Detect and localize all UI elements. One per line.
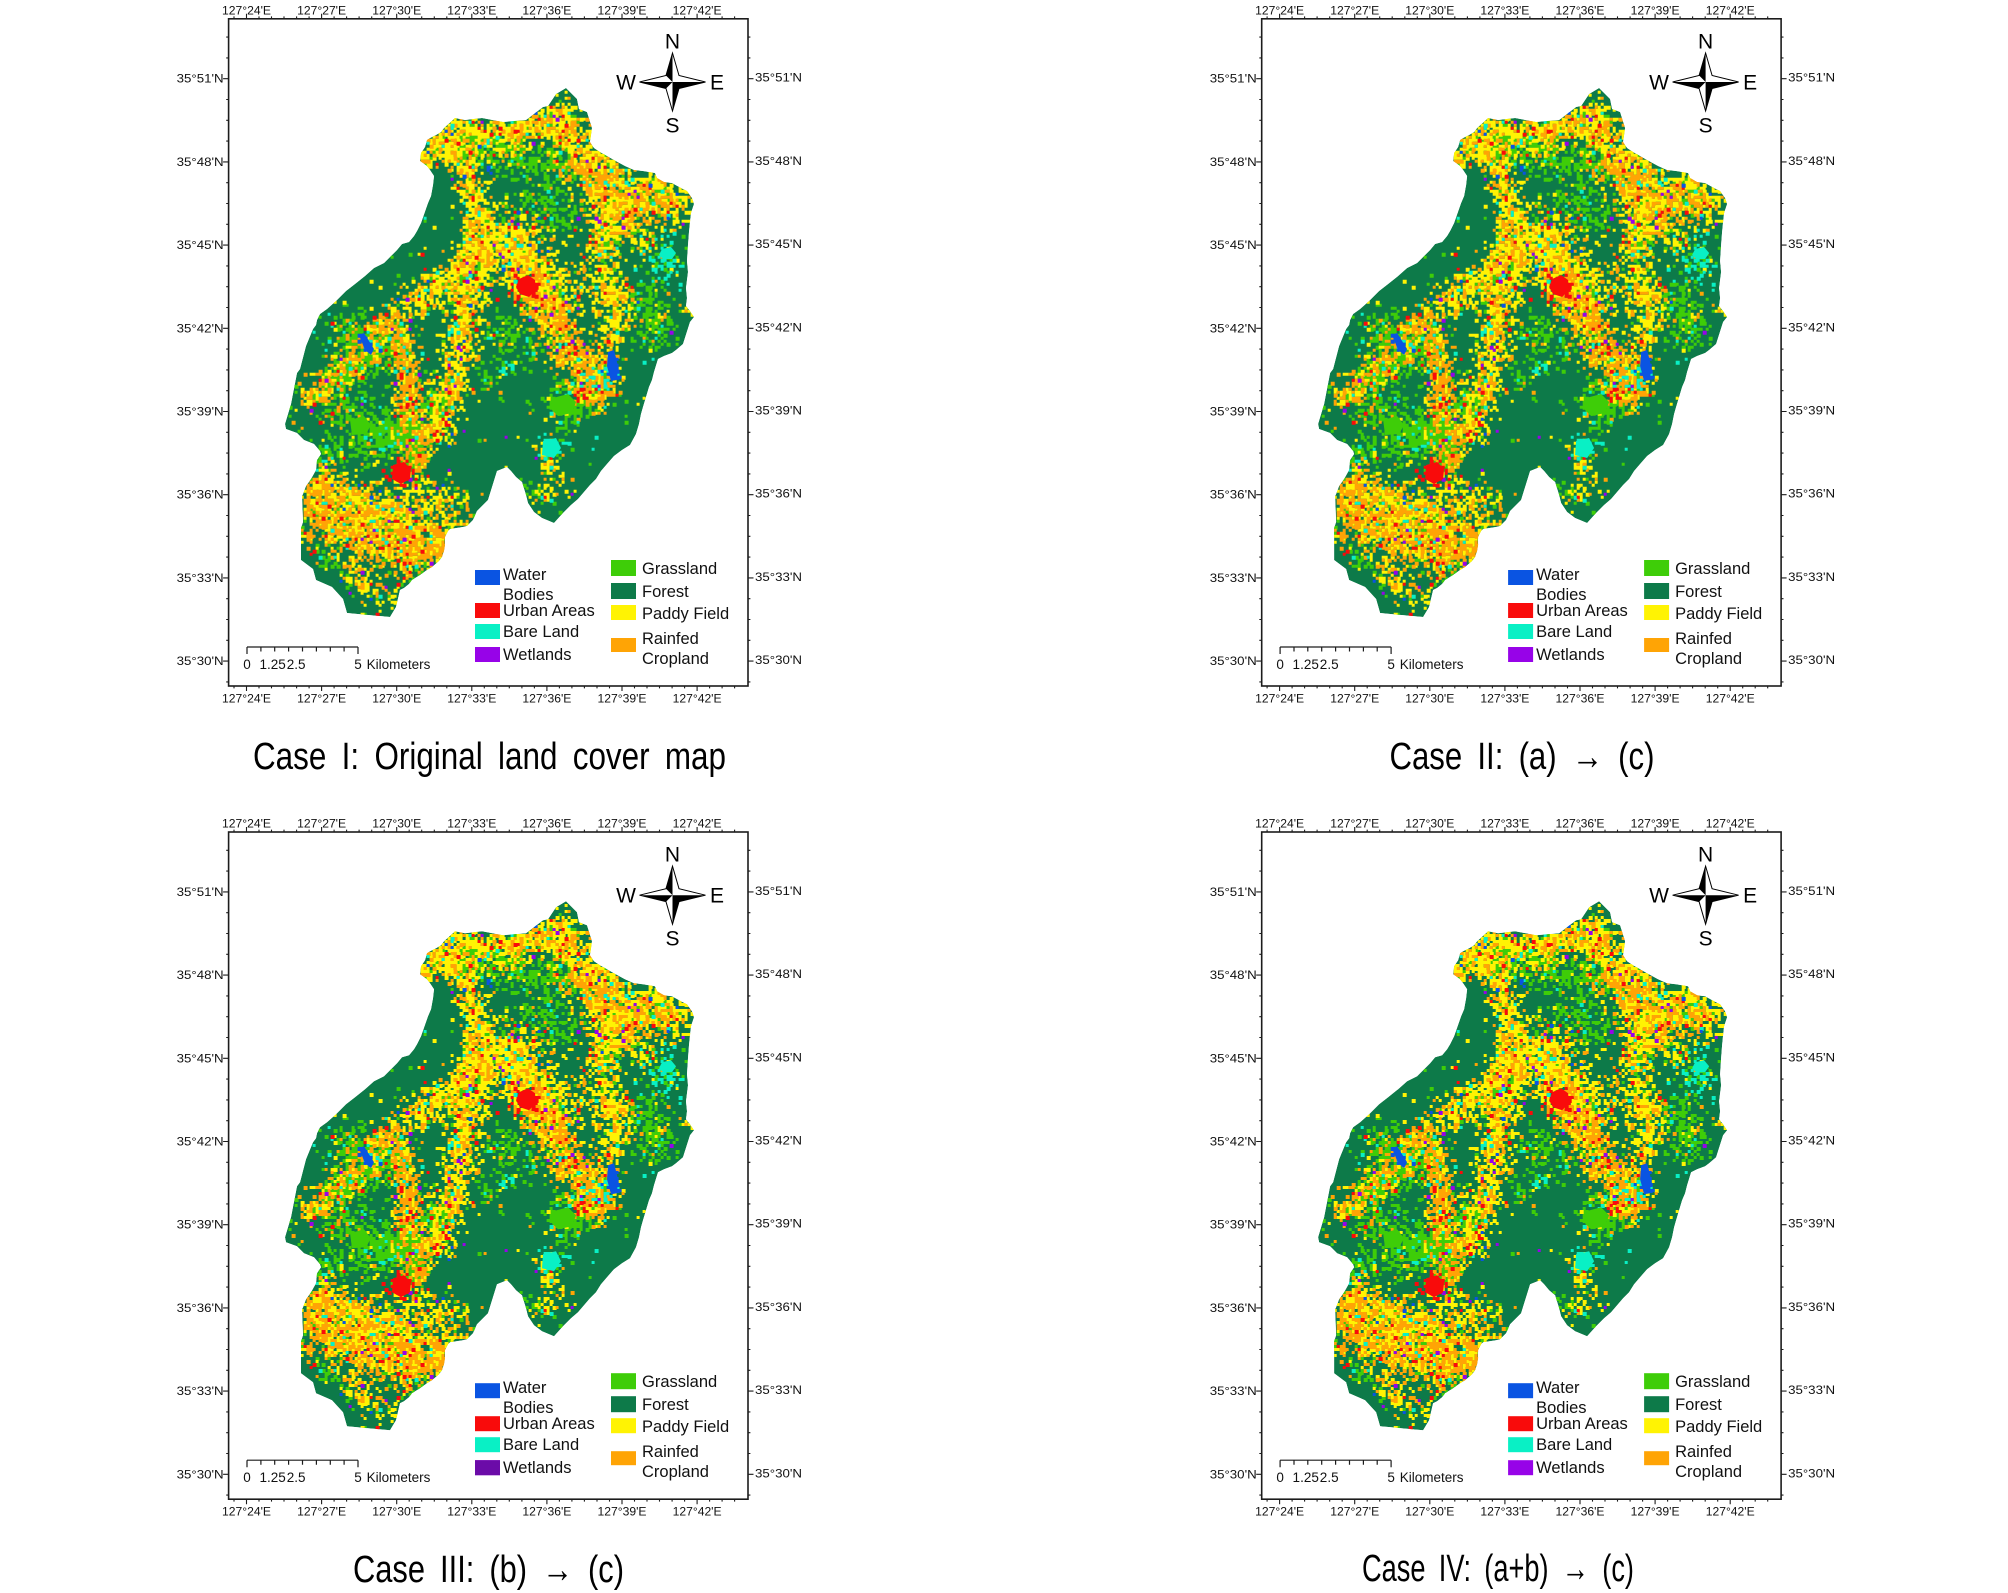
- svg-text:Case I: Original land cover ma: Case I: Original land cover map: [253, 736, 726, 778]
- svg-text:Case III: (b) → (c): Case III: (b) → (c): [353, 1549, 624, 1591]
- svg-text:Case II: (a) → (c): Case II: (a) → (c): [1390, 736, 1655, 778]
- svg-text:Case IV: (a+b) → (c): Case IV: (a+b) → (c): [1362, 1548, 1634, 1590]
